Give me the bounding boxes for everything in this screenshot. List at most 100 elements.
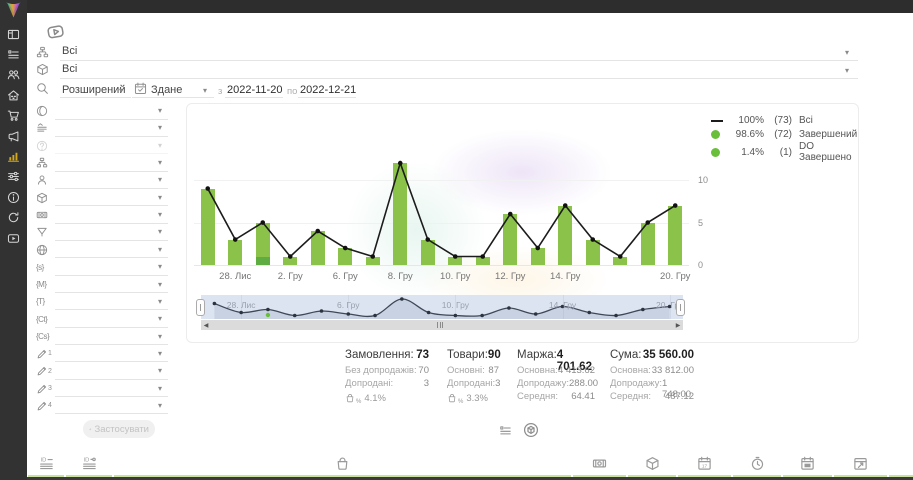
bottom-bar [0,477,913,480]
stat-column: Маржа: 4 701.62 Основна: 4 413.62 Допродажу… [517,349,598,404]
products-view-button[interactable] [523,422,539,438]
bar-slot-13[interactable] [558,205,573,265]
bar-slot-17[interactable] [668,205,683,265]
dashboard-icon [7,28,20,41]
bar-slot-12[interactable] [530,248,545,265]
table-header-col-order[interactable] [114,452,571,477]
bar-completed [530,248,545,265]
search-mode-select[interactable]: Розширений [62,84,126,96]
globe-icon [36,105,48,117]
sidebar-item-video-tutorials[interactable] [0,228,27,248]
table-header-col-items[interactable] [628,452,676,477]
chevron-down-icon: ▾ [158,296,163,306]
sidebar-item-warehouse[interactable] [0,85,27,105]
y-axis-label: 0 [698,260,704,270]
cart-icon [7,109,20,122]
search-icon [36,82,49,95]
stat-title: Сума: 35 560.00 [610,349,694,361]
bar-completed [393,163,408,265]
sidebar-item-marketing[interactable] [0,126,27,146]
source-filter-select[interactable]: Всі [62,45,78,57]
svg-text:ID: ID [83,457,89,463]
bar-slot-1[interactable] [228,239,243,265]
svg-text:ID: ID [40,457,46,463]
chart-navigator[interactable]: 28. Лис 6. Гру 10. Гру 14. Гру 20. Гру [201,295,683,319]
calendar-solid-icon [800,456,815,471]
chevron-down-icon: ▾ [158,348,163,358]
chevron-down-icon: ▾ [845,48,850,57]
bar-completed [255,222,270,257]
cube-icon [36,192,48,204]
bar-slot-14[interactable] [585,239,600,265]
stat-row: Допродані: 3 [345,378,429,389]
help-video-button[interactable] [46,22,65,41]
bar-slot-5[interactable] [338,248,353,265]
bar-completed [613,256,628,265]
scroll-left-arrow[interactable]: ◀ [203,322,209,329]
sidebar-item-sync[interactable] [0,208,27,228]
scrollbar-grip[interactable] [437,322,443,328]
table-header-col-date[interactable]: 17 [678,452,731,477]
table-header-col-extra[interactable] [889,452,913,477]
main-chart[interactable] [194,154,689,266]
bar-slot-0[interactable] [200,188,215,265]
bar-slot-9[interactable] [448,256,463,265]
pencil-icon [36,400,48,412]
table-header-col-id[interactable]: ID [28,452,64,477]
bar-slot-7[interactable] [393,163,408,265]
navigator-left-handle[interactable] [196,299,205,316]
date-to-label: по [287,86,298,97]
sidebar-item-orders[interactable] [0,44,27,64]
clock-icon [750,456,765,471]
cube-circle-icon [523,422,539,438]
bar-slot-11[interactable] [503,214,518,265]
bar-slot-15[interactable] [613,256,628,265]
navigator-label: 6. Гру [337,300,360,310]
sidebar-item-settings[interactable] [0,167,27,187]
chevron-down-icon: ▾ [845,65,850,75]
bar-completed [228,239,243,265]
stat-title: Замовлення: 73 [345,349,429,361]
date-to-input[interactable]: 2022-12-21 [300,84,357,96]
chevron-down-icon: ▾ [158,279,163,289]
legend-item[interactable]: 98.6% (72) Завершений [711,128,858,142]
table-header-col-date-shipped[interactable] [834,452,887,477]
date-type-select[interactable]: Здане [151,84,183,96]
sidebar-item-sales[interactable] [0,106,27,126]
sidebar-item-info[interactable] [0,187,27,207]
bar-slot-3[interactable] [283,256,298,265]
chevron-down-icon: ▾ [158,244,163,254]
y-axis-label: 5 [698,217,704,228]
bar-slot-4[interactable] [310,231,325,265]
chevron-down-icon: ▾ [158,400,163,410]
stat-column: Сума: 35 560.00 Основна: 33 812.00 Допродаж… [610,349,694,404]
scroll-right-arrow[interactable]: ▶ [675,322,681,329]
navigator-scrollbar[interactable]: ◀ ▶ [201,320,683,330]
bar-slot-2[interactable] [255,222,270,265]
navigator-right-handle[interactable] [676,299,685,316]
sidebar-item-analytics[interactable] [0,146,27,166]
bar-slot-16[interactable] [640,222,655,265]
legend-item[interactable]: 1.4% (1) DO Завершено [711,141,858,163]
var-text-icon: {Ct} [36,314,48,324]
table-header-col-date-created[interactable] [783,452,832,477]
table-header-col-id-alt[interactable]: ID [66,452,112,477]
bar-slot-10[interactable] [475,256,490,265]
table-header-col-time[interactable] [733,452,781,477]
sidebar-item-customers[interactable] [0,65,27,85]
apply-button[interactable]: Застосувати [83,420,155,438]
bar-slot-6[interactable] [365,256,380,265]
bar-do-completed [255,256,270,265]
legend-item[interactable]: 100% (73) Всі [711,114,858,128]
line-series [205,160,678,259]
bar-slot-8[interactable] [420,239,435,265]
list-view-button[interactable] [499,424,512,437]
stat-row: Допродажу: 1 748.00 [610,378,692,400]
product-filter-select[interactable]: Всі [62,62,78,75]
svg-text:17: 17 [702,463,708,468]
date-from-input[interactable]: 2022-11-20 [227,84,283,96]
var-text-icon: {M} [36,280,47,289]
table-header-col-money[interactable] [573,452,626,477]
sidebar-item-dashboard[interactable] [0,24,27,44]
